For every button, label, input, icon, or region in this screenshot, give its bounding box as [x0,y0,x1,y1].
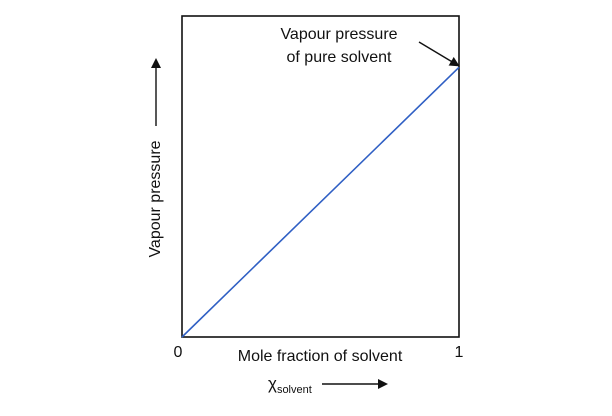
annotation-line-1: Vapour pressure [280,26,397,43]
x-axis-label: Mole fraction of solvent [238,348,403,365]
annotation-line-2: of pure solvent [287,49,393,66]
annotation-arrow [418,41,460,67]
y-axis-label: Vapour pressure [147,140,164,257]
x-tick-label-0: 0 [174,344,183,361]
x-tick-label-1: 1 [455,344,464,361]
plot-frame [181,15,460,338]
series-line [181,66,460,338]
x-axis-symbol-subscript: solvent [277,384,312,396]
x-axis-symbol: χsolvent [268,374,312,396]
x-axis-symbol-chi: χ [268,374,277,393]
